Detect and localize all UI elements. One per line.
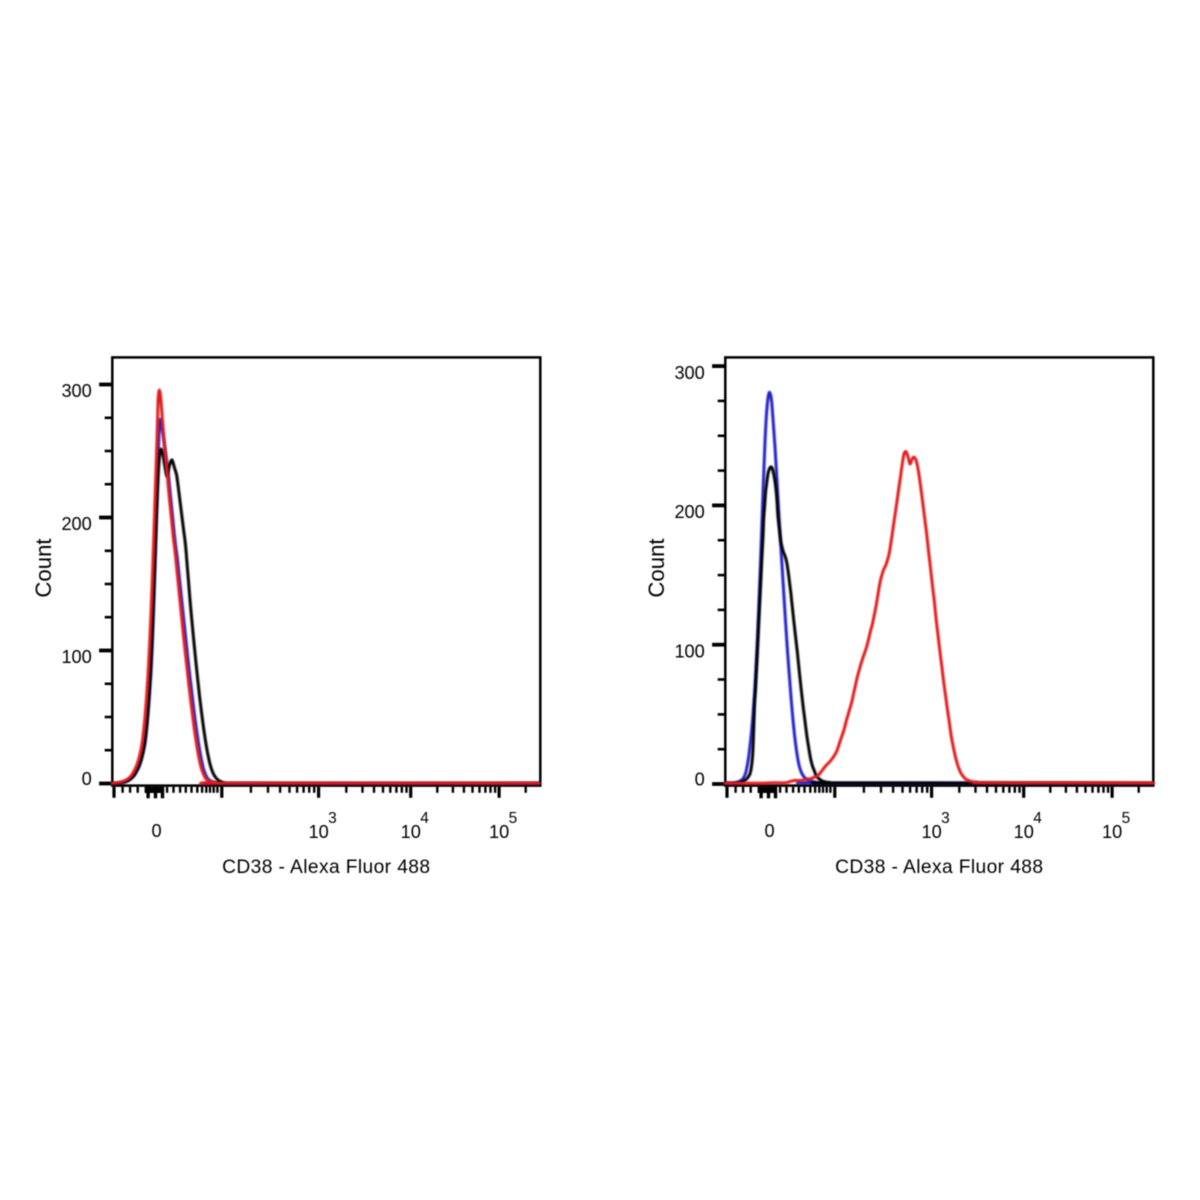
svg-text:0: 0 [82, 769, 92, 789]
svg-text:5: 5 [1122, 810, 1131, 827]
svg-text:10: 10 [1102, 822, 1122, 842]
svg-text:10: 10 [401, 822, 421, 842]
svg-text:0: 0 [151, 821, 161, 841]
svg-text:0: 0 [764, 821, 774, 841]
svg-text:CD38 - Alexa Fluor 488: CD38 - Alexa Fluor 488 [222, 857, 430, 878]
svg-text:200: 200 [674, 502, 704, 522]
svg-text:200: 200 [61, 514, 91, 534]
svg-text:Count: Count [644, 538, 669, 597]
svg-text:4: 4 [420, 810, 429, 827]
svg-text:10: 10 [489, 822, 509, 842]
svg-text:Count: Count [31, 538, 56, 597]
svg-text:0: 0 [695, 770, 705, 790]
svg-text:5: 5 [509, 810, 518, 827]
svg-text:300: 300 [61, 381, 91, 401]
svg-text:3: 3 [941, 810, 950, 827]
svg-text:10: 10 [308, 822, 328, 842]
svg-text:CD38 - Alexa Fluor 488: CD38 - Alexa Fluor 488 [835, 857, 1043, 878]
svg-text:4: 4 [1033, 810, 1042, 827]
svg-text:10: 10 [921, 822, 941, 842]
svg-text:3: 3 [328, 810, 337, 827]
svg-text:100: 100 [61, 647, 91, 667]
svg-text:10: 10 [1014, 822, 1034, 842]
svg-text:100: 100 [674, 641, 704, 661]
svg-text:300: 300 [674, 363, 704, 383]
